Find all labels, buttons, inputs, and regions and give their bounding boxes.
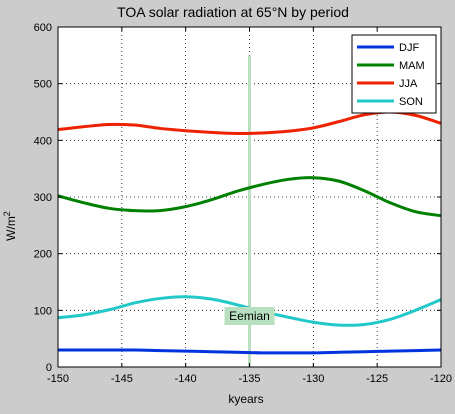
legend: DJF MAM JJA SON xyxy=(351,34,437,114)
x-tick-label: -150 xyxy=(47,373,69,385)
y-tick-label: 300 xyxy=(34,192,52,204)
legend-label-mam: MAM xyxy=(399,60,425,72)
y-tick-label: 200 xyxy=(34,249,52,261)
series-line-djf xyxy=(58,348,442,355)
eemian-label-box xyxy=(224,307,275,325)
legend-label-djf: DJF xyxy=(399,42,419,54)
y-tick-label: 600 xyxy=(34,22,52,34)
y-tick-label: 400 xyxy=(34,135,52,147)
x-tick-label: -130 xyxy=(302,373,324,385)
y-tick-label: 500 xyxy=(34,79,52,91)
x-tick-label: -125 xyxy=(366,373,388,385)
eemian-label: Eemian xyxy=(229,309,270,323)
x-axis-label: kyears xyxy=(228,392,263,406)
x-tick-label: -135 xyxy=(238,373,260,385)
series-line-mam xyxy=(57,176,442,218)
y-axis-label: W/m2 xyxy=(2,211,18,241)
legend-label-son: SON xyxy=(399,96,423,108)
y-tick-label: 0 xyxy=(46,362,52,374)
x-tick-label: -140 xyxy=(175,373,197,385)
y-tick-label: 100 xyxy=(34,305,52,317)
legend-label-jja: JJA xyxy=(399,78,418,90)
x-tick-label: -120 xyxy=(430,373,452,385)
chart-title: TOA solar radiation at 65°N by period xyxy=(117,4,349,20)
x-tick-label: -145 xyxy=(111,373,133,385)
